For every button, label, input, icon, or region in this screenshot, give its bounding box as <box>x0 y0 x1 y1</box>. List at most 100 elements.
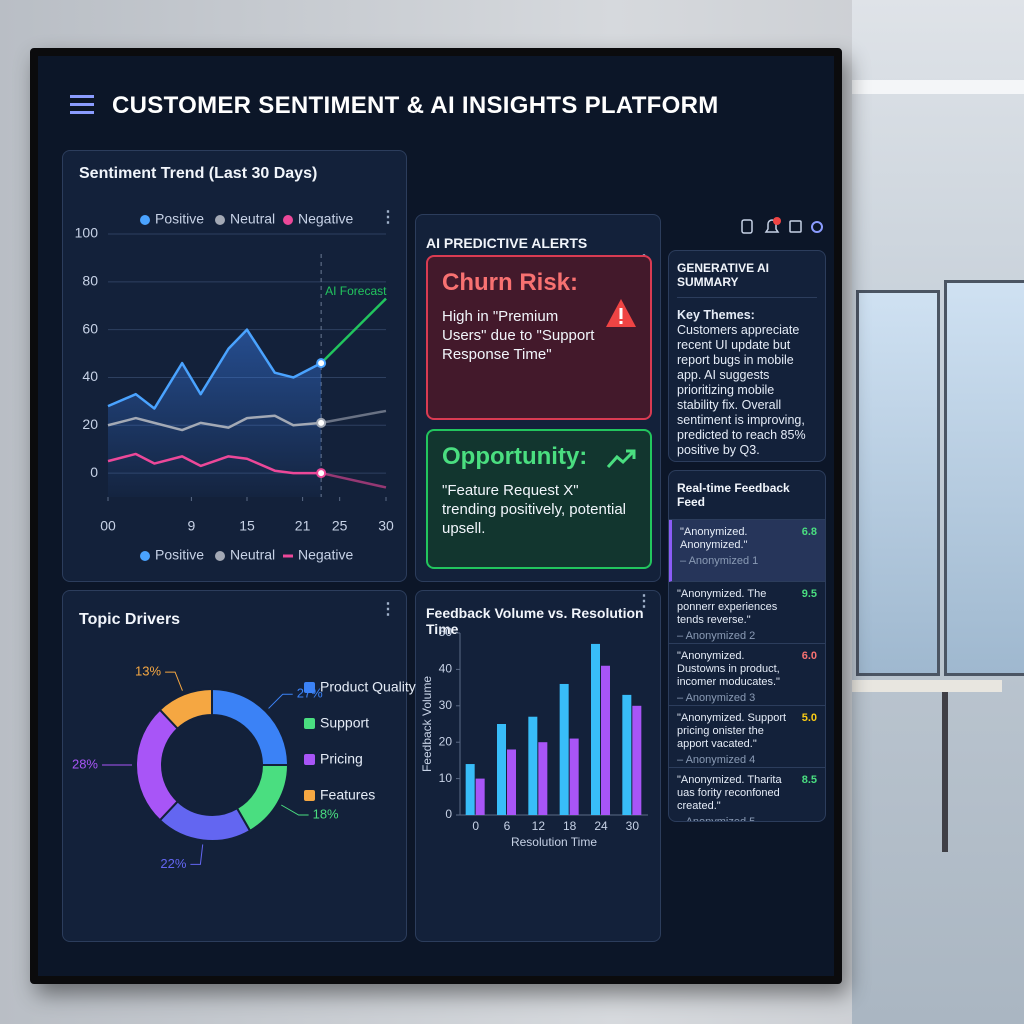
topic-panel: Topic Drivers ⋮ <box>62 590 407 942</box>
feed-item[interactable]: "Anonymized. The ponnerr experiences ten… <box>669 582 825 644</box>
feed-item[interactable]: "Anonymized. Support pricing onister the… <box>669 706 825 768</box>
y-tick-label: 30 <box>439 698 453 712</box>
value-label: 28% <box>72 756 98 771</box>
desk <box>852 680 1002 692</box>
bar <box>569 738 579 815</box>
trend-icon <box>606 449 636 469</box>
feed-text: "Anonymized. Dustowns in product, income… <box>677 650 780 688</box>
x-tick-label: 24 <box>594 819 608 833</box>
alert-text: High in "Premium Users" due to "Support … <box>442 308 595 363</box>
legend-label: Neutral <box>230 211 275 227</box>
bar <box>497 724 506 815</box>
window <box>944 280 1024 676</box>
positive-area <box>108 329 322 497</box>
summary-body: Key Themes: Customers appreciate recent … <box>677 308 817 458</box>
feed-author: – Anonymized 1 <box>680 555 759 567</box>
y-tick-label: 20 <box>439 734 453 748</box>
icon-settings[interactable] <box>811 221 823 233</box>
desk-leg <box>942 692 948 852</box>
legend-label: Negative <box>298 211 353 227</box>
bar <box>632 705 642 815</box>
bar <box>591 643 600 815</box>
y-axis-title: Feedback Volume <box>420 676 434 772</box>
office-background <box>852 0 1024 1024</box>
warning-mark <box>619 308 623 319</box>
dashboard-title: CUSTOMER SENTIMENT & AI INSIGHTS PLATFOR… <box>112 92 719 119</box>
notification-dot <box>773 217 781 225</box>
feed-score: 5.0 <box>801 712 817 724</box>
feed-item[interactable]: "Anonymized. Dustowns in product, income… <box>669 644 825 706</box>
y-tick-label: 20 <box>82 416 98 432</box>
feed-author: – Anonymized 4 <box>677 754 756 766</box>
series-line <box>107 328 322 410</box>
x-tick-label: 15 <box>239 518 255 534</box>
value-label: 22% <box>160 856 186 871</box>
value-label: 18% <box>313 806 339 821</box>
feed-panel: Real-time Feedback Feed "Anonymized. Ano… <box>668 470 826 822</box>
legend-label: Support <box>320 715 369 731</box>
x-tick-label: 0 <box>472 819 479 833</box>
panel-title: Sentiment Trend (Last 30 Days) <box>79 165 318 182</box>
legend-marker <box>215 551 225 561</box>
bar <box>601 665 610 815</box>
feed-item[interactable]: "Anonymized. Tharita uas fority reconfon… <box>669 768 825 822</box>
panel-title: Topic Drivers <box>79 611 181 628</box>
legend-marker <box>304 718 315 729</box>
forecast-point <box>316 417 327 428</box>
feed-score: 6.8 <box>801 526 817 538</box>
bar <box>475 778 485 815</box>
feed-text: "Anonymized. Anonymized." <box>680 526 748 551</box>
toolbar-icons <box>741 217 823 234</box>
legend-label: Positive <box>155 211 204 227</box>
y-tick-label: 80 <box>82 273 98 289</box>
panel-menu[interactable]: ⋮ <box>380 601 396 618</box>
warning-dot <box>619 321 623 324</box>
leader-line <box>268 693 293 709</box>
volume-panel: Feedback Volume vs. Resolution Time ⋮ <box>415 590 661 942</box>
value-label: 27% <box>297 686 323 701</box>
legend-label: Positive <box>155 547 204 563</box>
churn-alert[interactable]: Churn Risk: High in "Premium Users" due … <box>426 255 652 420</box>
x-tick-label: 00 <box>100 518 116 534</box>
forecast-point <box>316 468 327 479</box>
panel-menu[interactable]: ⋮ <box>380 209 396 226</box>
legend-label: Product Quality <box>320 679 416 695</box>
legend-label: Negative <box>298 547 353 563</box>
bar <box>538 742 548 815</box>
feed-score: 9.5 <box>801 588 817 600</box>
bar <box>507 749 516 815</box>
forecast-point <box>316 358 327 369</box>
alert-title: Churn Risk: <box>442 269 579 296</box>
legend-marker <box>140 551 150 561</box>
icon-bell[interactable] <box>764 219 780 233</box>
value-label: 13% <box>135 664 161 679</box>
feed-author: – Anonymized 5 <box>677 816 756 822</box>
legend-marker <box>304 682 315 693</box>
menu-bar <box>70 95 94 98</box>
donut-slice <box>135 708 180 822</box>
bar <box>528 716 538 815</box>
donut-slice <box>158 687 213 731</box>
x-tick-label: 30 <box>378 518 394 534</box>
legend-marker <box>215 215 225 225</box>
leader-line <box>190 844 204 865</box>
panel-title: AI PREDICTIVE ALERTS <box>426 235 588 251</box>
bar <box>465 764 475 815</box>
forecast-label: AI Forecast <box>325 284 387 298</box>
x-tick-label: 6 <box>504 819 511 833</box>
summary-text: Customers appreciate recent UI update bu… <box>677 323 806 457</box>
forecast-line <box>320 471 387 489</box>
y-tick-label: 0 <box>445 807 452 821</box>
feed-item[interactable]: "Anonymized. Anonymized." – Anonymized 1 6… <box>669 520 825 582</box>
icon-chat[interactable] <box>789 220 802 233</box>
x-tick-label: 21 <box>295 518 311 534</box>
icon-device[interactable] <box>741 219 753 234</box>
window <box>856 290 940 676</box>
y-tick-label: 40 <box>82 368 98 384</box>
menu-icon[interactable] <box>68 92 96 116</box>
opportunity-alert[interactable]: Opportunity: "Feature Request X" trendin… <box>426 429 652 569</box>
legend-marker <box>304 790 315 801</box>
panel-menu[interactable]: ⋮ <box>636 593 652 610</box>
